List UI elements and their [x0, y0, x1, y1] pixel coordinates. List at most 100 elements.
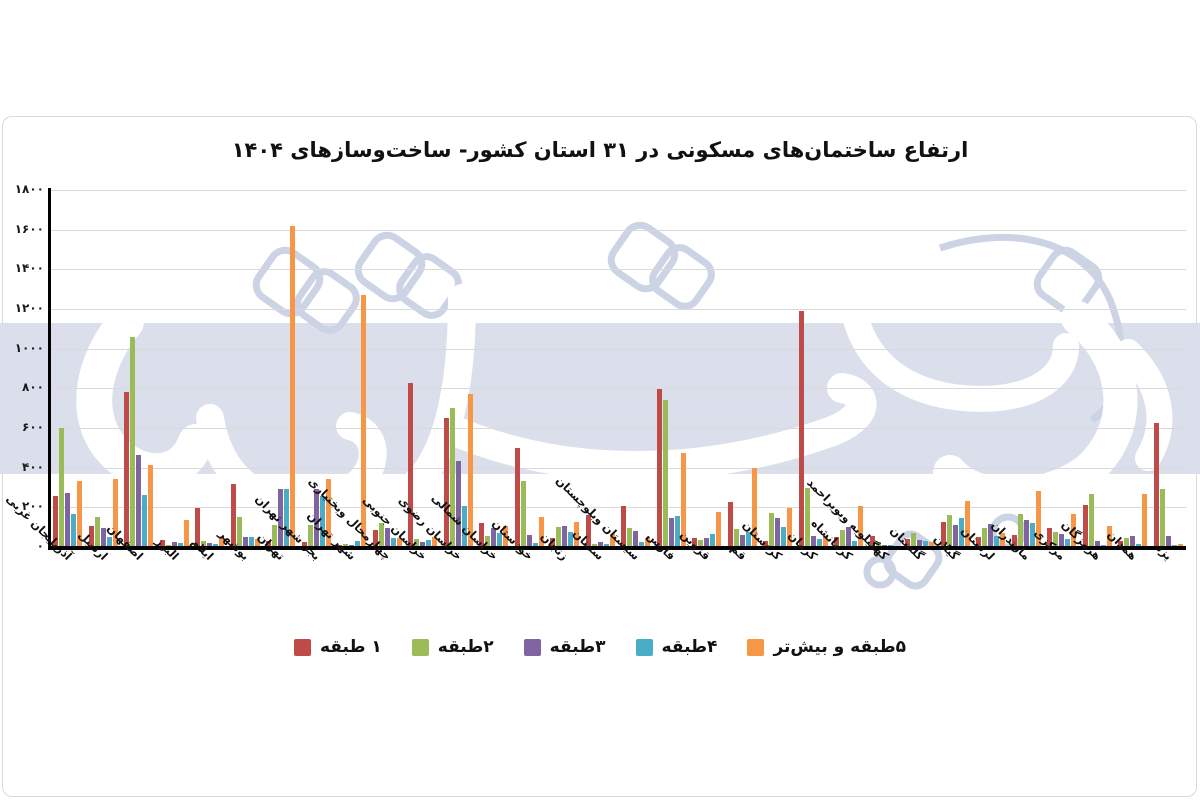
bar	[674, 516, 680, 547]
y-axis-tick-label: ۶۰۰	[22, 420, 44, 434]
bar	[372, 530, 378, 547]
bar	[917, 539, 923, 547]
bar	[136, 455, 142, 547]
bar	[236, 517, 242, 547]
bar	[278, 489, 284, 547]
bar	[272, 524, 278, 547]
bar	[1130, 535, 1136, 547]
bar	[692, 538, 698, 547]
bar	[485, 535, 491, 547]
gridline	[50, 467, 1186, 469]
bar	[822, 536, 828, 547]
bar	[213, 544, 219, 547]
bar	[414, 539, 420, 547]
bar	[361, 295, 367, 547]
bar	[325, 478, 331, 547]
gridline	[50, 190, 1186, 191]
legend-swatch	[635, 638, 653, 656]
bar	[716, 511, 722, 547]
bar	[207, 543, 213, 547]
bar	[946, 515, 952, 547]
bar	[668, 517, 674, 547]
bar	[911, 532, 917, 547]
bar	[869, 535, 875, 547]
bar	[219, 538, 225, 547]
bar	[550, 537, 556, 547]
bar	[710, 534, 716, 547]
bar	[1106, 526, 1112, 547]
bar	[1000, 533, 1006, 547]
bar	[781, 526, 787, 547]
bar	[1177, 544, 1183, 547]
bar	[71, 514, 77, 547]
legend-swatch	[523, 638, 541, 656]
bar	[1124, 537, 1130, 547]
bar	[745, 532, 751, 547]
bar	[798, 310, 804, 547]
bar	[905, 538, 911, 547]
bar	[201, 541, 207, 547]
bar	[449, 408, 455, 547]
bar	[532, 543, 538, 547]
bar	[1011, 535, 1017, 547]
bar	[787, 507, 793, 547]
bar	[621, 506, 627, 547]
bar	[59, 428, 65, 547]
bar	[183, 520, 189, 547]
gridline	[50, 348, 1186, 350]
legend-swatch	[411, 638, 429, 656]
bar	[432, 537, 438, 547]
bar	[378, 522, 384, 547]
bar	[639, 542, 645, 547]
y-axis-tick-label: ۰	[36, 539, 44, 553]
bar	[171, 542, 177, 547]
bar	[775, 518, 781, 547]
bar	[290, 225, 296, 547]
bar	[662, 399, 668, 547]
bar	[77, 480, 83, 547]
bar	[568, 531, 574, 547]
bar	[810, 536, 816, 547]
y-axis-tick-label: ۱۴۰۰	[14, 261, 44, 276]
bar	[733, 528, 739, 547]
legend-item: ۴طبقه	[635, 637, 718, 657]
bar	[603, 544, 609, 547]
bar	[248, 536, 254, 547]
legend-label: ۳طبقه	[549, 637, 606, 657]
bar	[443, 418, 449, 547]
bar	[426, 540, 432, 547]
y-axis-tick-label: ۴۰۰	[22, 459, 44, 474]
legend-label: ۴طبقه	[661, 637, 718, 657]
x-axis-line	[48, 546, 1186, 550]
bar	[65, 493, 71, 547]
bar	[479, 522, 485, 547]
gridline	[50, 229, 1186, 231]
bar	[1136, 544, 1142, 547]
bar	[284, 489, 290, 547]
bar	[319, 496, 325, 547]
bar	[230, 483, 236, 547]
gridline	[50, 309, 1186, 310]
bar	[106, 536, 112, 547]
bar	[491, 528, 497, 547]
bar	[100, 528, 106, 547]
bar	[556, 526, 562, 547]
legend-swatch	[747, 638, 765, 656]
bar	[958, 518, 964, 547]
legend-item: ۱ طبقه	[293, 637, 382, 657]
bar	[1029, 523, 1035, 547]
bar	[301, 542, 307, 547]
legend-swatch	[293, 638, 311, 656]
bar	[503, 525, 509, 547]
bar	[420, 542, 426, 547]
chart-title: ارتفاع ساختمان‌های مسکونی در ۳۱ استان کش…	[231, 138, 969, 162]
y-axis-tick-label: ۱۲۰۰	[14, 301, 44, 315]
bar	[390, 537, 396, 547]
bar	[242, 537, 248, 547]
bar	[384, 528, 390, 547]
bar	[769, 512, 775, 547]
bar	[467, 393, 473, 547]
legend-label: ۵طبقه و بیش‌تر	[773, 637, 907, 657]
gridline	[50, 269, 1186, 271]
